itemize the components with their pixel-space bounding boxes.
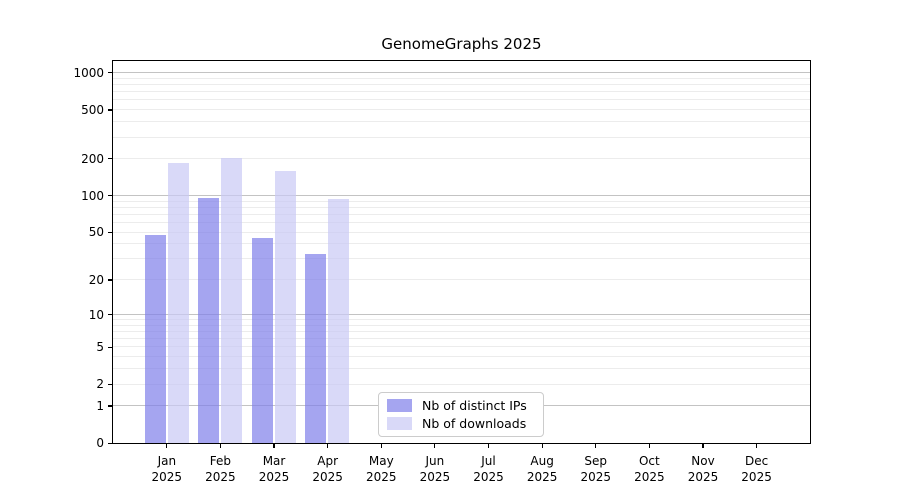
x-tick-label: Mar 2025 [258,454,290,484]
x-tick-mark [541,444,543,448]
bar-ips-2 [251,237,273,443]
gridline-minor [113,213,811,215]
y-tick-mark [108,158,112,160]
y-tick-mark [108,72,112,74]
x-tick-mark [273,444,275,448]
gridline-minor [113,231,811,233]
x-tick-label: Apr 2025 [312,454,343,484]
gridline-minor [113,206,811,208]
legend-swatch-downloads [387,417,412,430]
gridline-minor [113,99,811,101]
gridline-minor [113,222,811,224]
legend-label-distinct-ips: Nb of distinct IPs [422,398,527,413]
gridline-minor [113,200,811,202]
y-tick-label: 10 [88,307,104,322]
gridline-minor [113,243,811,245]
x-tick-label: Jun 2025 [419,454,451,484]
y-tick-mark [108,195,112,197]
gridline-minor [113,356,811,358]
gridline-major [113,72,811,74]
x-tick-label: Sep 2025 [580,454,611,484]
bar-downloads-3 [328,198,350,443]
y-tick-label: 20 [88,272,104,287]
y-tick-mark [108,383,112,385]
gridline-minor [113,279,811,281]
legend-item-downloads: Nb of downloads [387,417,535,430]
y-tick-mark [108,346,112,348]
bar-downloads-1 [221,157,243,443]
x-tick-mark [434,444,436,448]
legend: Nb of distinct IPs Nb of downloads [378,392,544,437]
x-tick-mark [595,444,597,448]
x-tick-mark [702,444,704,448]
gridline-minor [113,383,811,385]
y-tick-label: 0 [96,436,104,451]
y-tick-mark [108,231,112,234]
x-tick-label: Oct 2025 [634,454,665,484]
gridline-minor [113,346,811,348]
x-tick-label: Feb 2025 [205,454,236,484]
chart-title: GenomeGraphs 2025 [381,35,542,53]
y-tick-label: 200 [81,151,104,166]
bar-ips-3 [305,253,327,443]
gridline-minor [113,91,811,93]
x-tick-mark [648,444,650,448]
gridline-minor [113,324,811,326]
y-tick-label: 5 [96,340,104,355]
gridline-minor [113,84,811,86]
gridline-minor [113,121,811,123]
gridline-major [113,313,811,315]
x-tick-mark [380,444,382,448]
gridline-minor [113,368,811,370]
y-tick-label: 1000 [73,65,104,80]
legend-swatch-distinct-ips [387,399,412,412]
legend-item-distinct-ips: Nb of distinct IPs [387,399,535,412]
y-tick-mark [108,314,112,316]
x-tick-label: Jul 2025 [473,454,504,484]
x-tick-label: Nov 2025 [687,454,719,484]
x-tick-mark [219,444,222,448]
y-tick-mark [108,405,112,407]
y-tick-mark [108,109,112,111]
gridline-minor [113,158,811,160]
y-tick-label: 500 [81,102,104,117]
x-tick-label: Jan 2025 [151,454,183,484]
x-tick-mark [487,444,490,448]
bar-ips-0 [144,235,166,443]
gridline-minor [113,319,811,321]
x-tick-label: Aug 2025 [526,454,558,484]
bar-ips-1 [198,197,220,443]
y-tick-mark [108,442,112,444]
y-tick-label: 100 [81,188,104,203]
y-tick-label: 2 [96,377,104,392]
gridline-minor [113,77,811,79]
gridline-minor [113,331,811,333]
gridline-minor [113,338,811,340]
bar-downloads-2 [274,170,296,443]
x-tick-label: Dec 2025 [741,454,772,484]
y-tick-label: 1 [96,399,104,414]
x-tick-mark [327,444,329,448]
plot-area [112,60,812,445]
y-tick-mark [108,279,112,281]
x-tick-mark [166,444,168,448]
gridline-major [113,195,811,197]
gridline-minor [113,109,811,111]
bar-downloads-0 [167,162,189,443]
y-tick-label: 50 [88,225,104,240]
x-tick-mark [755,444,758,448]
gridline-minor [113,258,811,260]
gridline-minor [113,136,811,138]
legend-label-downloads: Nb of downloads [422,416,527,431]
x-tick-label: May 2025 [365,454,397,484]
